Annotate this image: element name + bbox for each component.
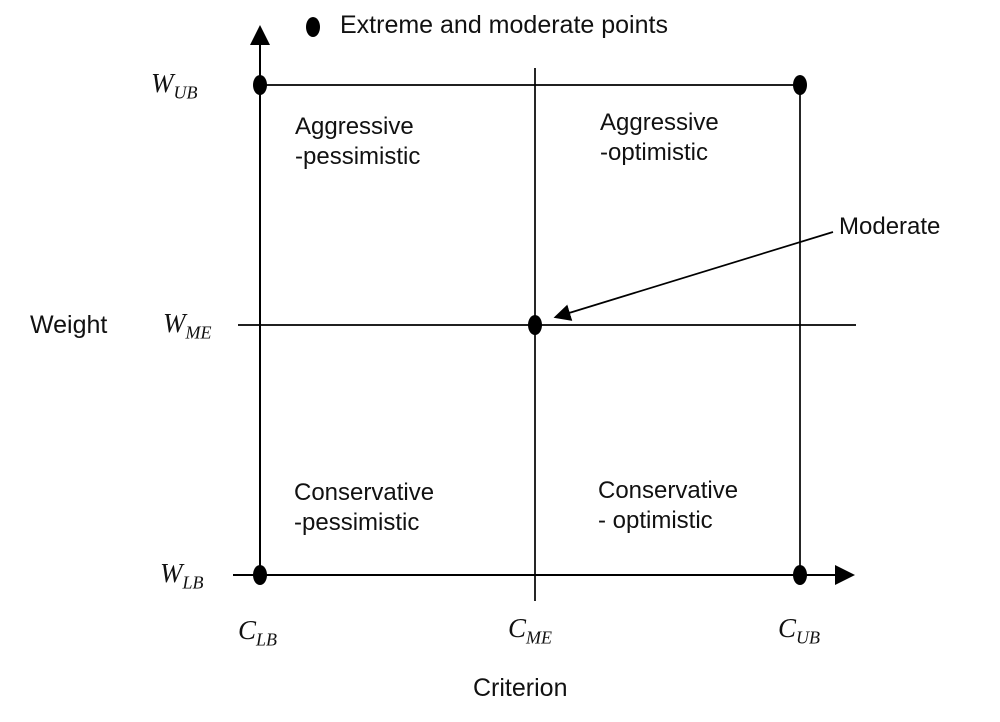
- y-tick-wme-sub: ME: [185, 322, 212, 343]
- x-tick-cub-main: C: [778, 613, 797, 643]
- y-tick-wub: WUB: [151, 68, 198, 103]
- point-lower-right: [793, 565, 807, 585]
- y-tick-wme: WME: [163, 308, 212, 343]
- x-tick-clb: CLB: [238, 615, 278, 650]
- x-tick-cub-sub: UB: [796, 627, 821, 648]
- x-tick-cme-sub: ME: [526, 627, 553, 648]
- legend-point-icon: [306, 17, 320, 37]
- legend-label: Extreme and moderate points: [340, 11, 668, 39]
- quadrant-line: - optimistic: [598, 507, 713, 534]
- quadrant-line: -pessimistic: [294, 509, 420, 536]
- quadrant-line: Conservative: [294, 479, 435, 506]
- point-lower-left: [253, 565, 267, 585]
- x-axis-title: Criterion: [473, 674, 568, 702]
- quadrant-line: Aggressive: [295, 113, 414, 140]
- y-tick-wlb-sub: LB: [182, 572, 204, 593]
- y-tick-wme-main: W: [163, 308, 186, 338]
- x-tick-cme-main: C: [508, 613, 527, 643]
- y-tick-wlb-main: W: [160, 558, 183, 588]
- quadrant-conservative-pessimistic: Conservative -pessimistic: [294, 478, 434, 538]
- x-tick-clb-main: C: [238, 615, 257, 645]
- quadrant-line: -optimistic: [600, 139, 709, 166]
- point-upper-left: [253, 75, 267, 95]
- quadrant-aggressive-optimistic: Aggressive -optimistic: [600, 108, 719, 168]
- quadrant-line: -pessimistic: [295, 143, 421, 170]
- quadrant-aggressive-pessimistic: Aggressive -pessimistic: [295, 112, 420, 172]
- y-tick-wub-main: W: [151, 68, 174, 98]
- x-tick-clb-sub: LB: [256, 629, 278, 650]
- point-upper-right: [793, 75, 807, 95]
- x-tick-cub: CUB: [778, 613, 821, 648]
- quadrant-conservative-optimistic: Conservative - optimistic: [598, 476, 738, 536]
- y-axis-title: Weight: [30, 311, 108, 339]
- y-tick-wub-sub: UB: [173, 82, 198, 103]
- quadrant-line: Conservative: [598, 477, 739, 504]
- quadrant-line: Aggressive: [600, 109, 719, 136]
- y-tick-wlb: WLB: [160, 558, 204, 593]
- x-tick-cme: CME: [508, 613, 553, 648]
- point-center-moderate: [528, 315, 542, 335]
- moderate-arrow: [553, 231, 834, 321]
- moderate-annotation-label: Moderate: [839, 213, 941, 240]
